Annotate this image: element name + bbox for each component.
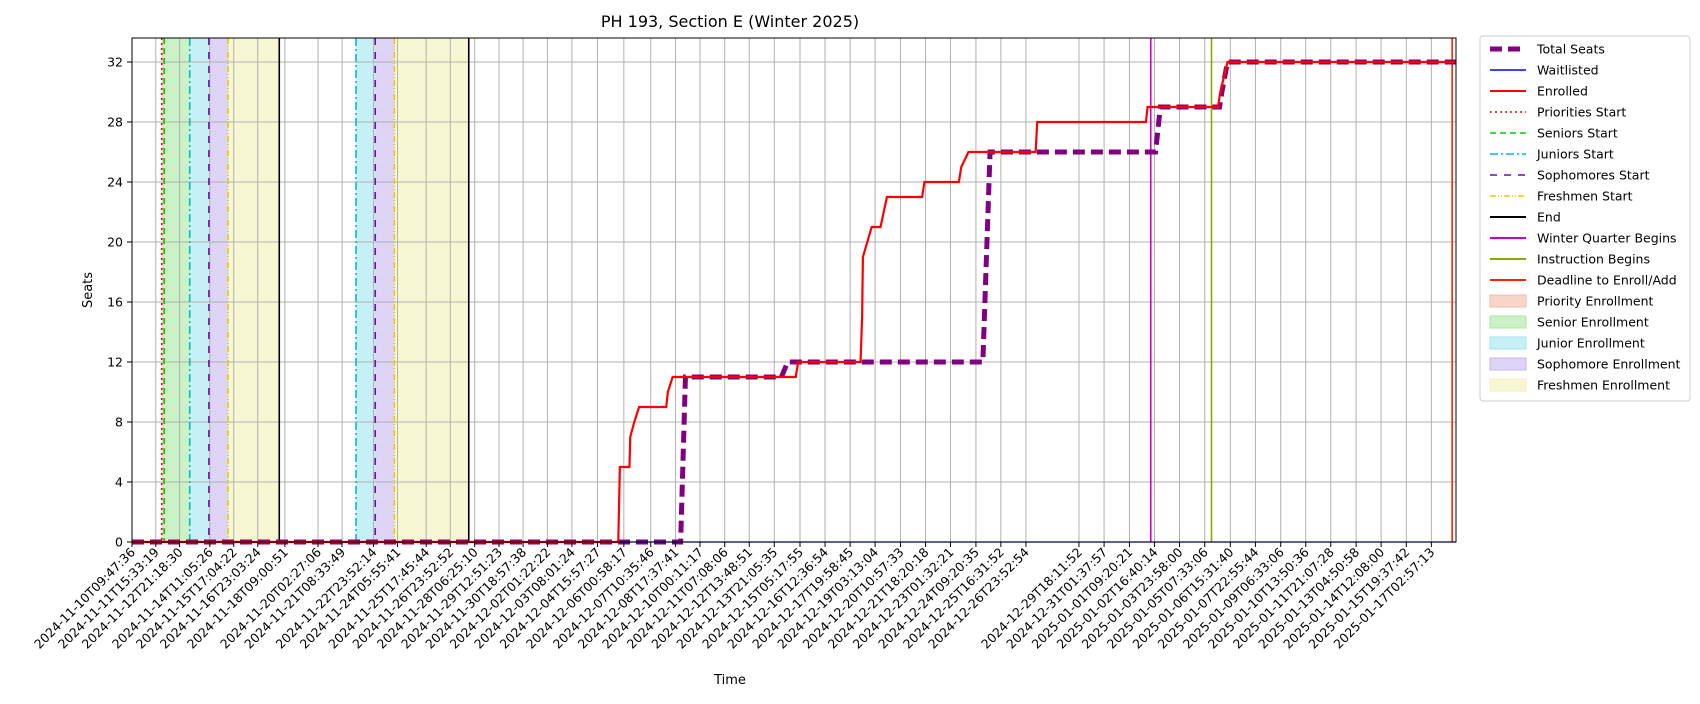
y-tick-label-3: 12 [107, 355, 123, 370]
legend-label-4: Seniors Start [1537, 126, 1618, 141]
legend-swatch-15 [1489, 357, 1527, 371]
legend-label-7: Freshmen Start [1537, 189, 1633, 204]
period-band-3-0 [208, 38, 229, 542]
legend-label-6: Sophomores Start [1537, 168, 1650, 183]
y-tick-label-4: 16 [107, 295, 123, 310]
legend-label-10: Instruction Begins [1537, 252, 1650, 267]
y-tick-label-8: 32 [107, 55, 123, 70]
chart-title: PH 193, Section E (Winter 2025) [601, 12, 859, 31]
period-band-1-0 [164, 38, 190, 542]
legend-label-13: Senior Enrollment [1537, 315, 1649, 330]
y-tick-label-2: 8 [115, 415, 123, 430]
event-lines [160, 38, 1453, 542]
legend-label-12: Priority Enrollment [1537, 294, 1654, 309]
x-axis-ticks: 2024-11-10T09:47:362024-11-11T15:33:1920… [31, 542, 1437, 652]
legend-label-1: Waitlisted [1537, 63, 1599, 78]
y-tick-label-1: 4 [115, 475, 123, 490]
y-tick-label-7: 28 [107, 115, 123, 130]
legend-label-8: End [1537, 210, 1561, 225]
period-band-2-0 [189, 38, 209, 542]
legend-swatch-12 [1489, 294, 1527, 308]
period-band-3-1 [375, 38, 395, 542]
legend-swatch-14 [1489, 336, 1527, 350]
plot-frame [131, 37, 1457, 543]
legend-swatch-13 [1489, 315, 1527, 329]
period-band-0-0 [161, 38, 165, 542]
legend: Total Seats Waitlisted Enrolled Priorities … [1479, 35, 1691, 402]
period-band-4-1 [394, 38, 469, 542]
series-line-2 [132, 60, 1456, 544]
y-tick-label-5: 20 [107, 235, 123, 250]
y-tick-label-0: 0 [115, 535, 123, 550]
period-band-2-1 [356, 38, 376, 542]
legend-label-2: Enrolled [1537, 84, 1588, 99]
legend-label-15: Sophomore Enrollment [1537, 357, 1681, 372]
enrollment-periods [161, 38, 469, 542]
legend-label-3: Priorities Start [1537, 105, 1626, 120]
y-axis-ticks: 0 4 8 12 16 20 24 28 32 [107, 55, 132, 550]
legend-label-0: Total Seats [1536, 42, 1605, 57]
legend-swatch-16 [1489, 378, 1527, 392]
x-axis-label: Time [713, 673, 746, 688]
y-tick-label-6: 24 [107, 175, 123, 190]
y-axis-label: Seats [81, 272, 96, 308]
legend-label-9: Winter Quarter Begins [1537, 231, 1677, 246]
period-band-4-0 [228, 38, 280, 542]
legend-label-14: Junior Enrollment [1536, 336, 1645, 351]
legend-label-11: Deadline to Enroll/Add [1537, 273, 1677, 288]
grid-lines [131, 38, 1456, 543]
legend-label-5: Juniors Start [1536, 147, 1614, 162]
legend-label-16: Freshmen Enrollment [1537, 378, 1670, 393]
legend-box [1479, 35, 1691, 402]
